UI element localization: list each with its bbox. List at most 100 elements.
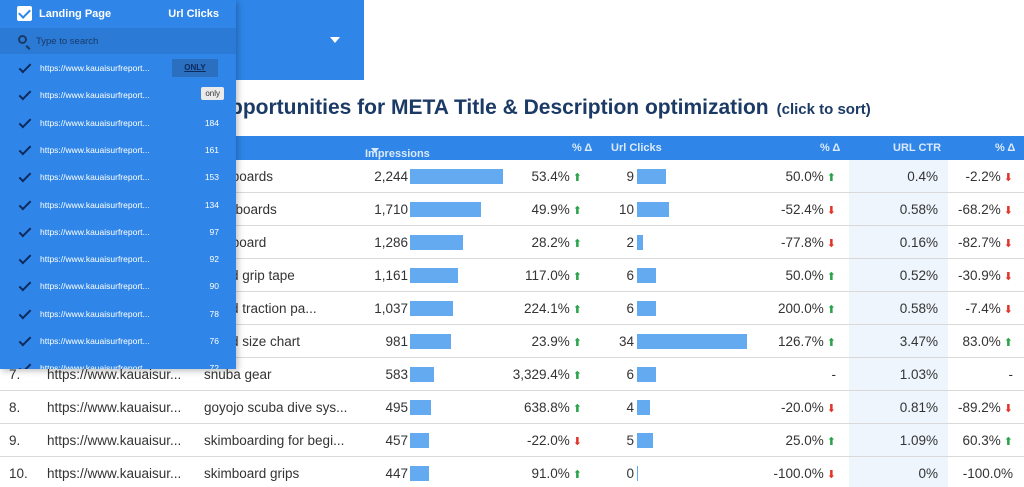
table-row[interactable]: skimboards 2,244 53.4% ⬆ 9 50.0% ⬆ 0.4% -2.2% ⬇: [0, 160, 1024, 193]
clicks-change-value: 25.0%: [785, 433, 824, 448]
dropdown-item[interactable]: https://www.kauaisurfreport... 161: [0, 137, 236, 164]
checkbox-checked-icon[interactable]: [19, 226, 31, 238]
checkbox-checked-icon[interactable]: [19, 308, 31, 320]
table-row[interactable]: skim boards 1,710 49.9% ⬆ 10 -52.4% ⬇ 0.58% -68.…: [0, 193, 1024, 226]
arrow-down-icon: ⬇: [1003, 403, 1013, 415]
landing-page-url[interactable]: https://www.kauaisur...: [47, 466, 182, 481]
checkbox-checked-icon[interactable]: [19, 117, 31, 129]
dropdown-item[interactable]: https://www.kauaisurfreport... 153: [0, 164, 236, 191]
dropdown-item-url: https://www.kauaisurfreport...: [40, 117, 150, 128]
url-ctr-value: 0.52%: [899, 268, 938, 283]
report-title: pportunities for META Title & Descriptio…: [230, 96, 871, 120]
arrow-up-icon: ⬆: [826, 436, 836, 448]
clicks-change: -: [832, 367, 837, 382]
checkbox-checked-icon[interactable]: [19, 335, 31, 347]
header-pct-change-ctr[interactable]: % Δ: [995, 142, 1016, 154]
dropdown-item-url: https://www.kauaisurfreport...: [40, 90, 150, 101]
arrow-up-icon: ⬆: [572, 172, 582, 184]
ctr-change-value: -89.2%: [958, 400, 1001, 415]
table-row[interactable]: 9. https://www.kauaisur... skimboarding fo…: [0, 424, 1024, 457]
dropdown-item[interactable]: https://www.kauaisurfreport... only: [0, 82, 236, 109]
row-number: 10.: [9, 466, 28, 481]
table-row[interactable]: 8. https://www.kauaisur... goyojo scuba di…: [0, 391, 1024, 424]
table-row[interactable]: 7. https://www.kauaisur... snuba gear 583 3,…: [0, 358, 1024, 391]
dropdown-item[interactable]: https://www.kauaisurfreport... 92: [0, 246, 236, 273]
landing-page-url[interactable]: https://www.kauaisur...: [47, 400, 182, 415]
dropdown-item[interactable]: https://www.kauaisurfreport... 72: [0, 355, 236, 369]
impressions-change: 91.0% ⬆: [532, 466, 583, 481]
table-row[interactable]: 10. https://www.kauaisur... skimboard grip…: [0, 457, 1024, 487]
checkbox-checked-icon[interactable]: [19, 362, 31, 369]
landing-page-url[interactable]: https://www.kauaisur...: [47, 367, 182, 382]
arrow-up-icon: ⬆: [826, 337, 836, 349]
clicks-change-value: -20.0%: [781, 400, 824, 415]
ctr-change: -2.2% ⬇: [966, 169, 1014, 184]
impressions-change-value: 224.1%: [523, 301, 570, 316]
header-pct-change-impressions[interactable]: % Δ: [572, 142, 593, 154]
search-query: skimboard grips: [204, 466, 300, 481]
header-pct-change-clicks[interactable]: % Δ: [820, 142, 841, 154]
row-number: 7.: [9, 367, 21, 382]
row-number: 8.: [9, 400, 21, 415]
checkbox-checked-icon[interactable]: [19, 199, 31, 211]
checkbox-checked-icon[interactable]: [19, 253, 31, 265]
ctr-change: -100.0%: [963, 466, 1013, 481]
checkbox-checked-icon[interactable]: [19, 89, 31, 101]
checkbox-checked-icon[interactable]: [19, 144, 31, 156]
dropdown-item[interactable]: https://www.kauaisurfreport... ONLY: [0, 55, 236, 82]
landing-page-dropdown[interactable]: Landing Page Url Clicks https://www.kaua…: [0, 0, 236, 369]
sort-desc-icon: [371, 148, 379, 153]
dropdown-item-clicks: 184: [204, 117, 219, 128]
clicks-change: -20.0% ⬇: [781, 400, 836, 415]
clicks-change: -52.4% ⬇: [781, 202, 836, 217]
checkbox-checked-icon[interactable]: [19, 171, 31, 183]
only-button[interactable]: ONLY: [172, 59, 218, 77]
dropdown-item[interactable]: https://www.kauaisurfreport... 78: [0, 301, 236, 328]
impressions-change-value: 91.0%: [531, 466, 570, 481]
dropdown-item-clicks: 134: [204, 199, 219, 210]
ctr-change-value: 60.3%: [962, 433, 1001, 448]
ctr-change: 60.3% ⬆: [963, 433, 1014, 448]
dropdown-item[interactable]: https://www.kauaisurfreport... 90: [0, 273, 236, 300]
url-clicks-value: 10: [618, 202, 634, 217]
impressions-change-value: 638.8%: [523, 400, 570, 415]
url-clicks-bar: [637, 466, 638, 481]
impressions-change-value: -22.0%: [527, 433, 570, 448]
dropdown-item[interactable]: https://www.kauaisurfreport... 134: [0, 192, 236, 219]
impressions-bar: [410, 400, 431, 415]
impressions-change-value: 3,329.4%: [512, 367, 570, 382]
arrow-up-icon: ⬆: [826, 172, 836, 184]
impressions-value: 1,710: [374, 202, 408, 217]
impressions-value: 1,161: [374, 268, 408, 283]
dropdown-search: [0, 28, 236, 54]
header-url-ctr[interactable]: URL CTR: [893, 142, 942, 154]
impressions-change-value: 23.9%: [531, 334, 570, 349]
arrow-up-icon: ⬆: [572, 304, 582, 316]
impressions-value: 2,244: [374, 169, 408, 184]
landing-page-url[interactable]: https://www.kauaisur...: [47, 433, 182, 448]
ctr-change-value: -100.0%: [962, 466, 1013, 481]
dropdown-metric-label: Url Clicks: [168, 8, 219, 20]
arrow-up-icon: ⬆: [572, 271, 582, 283]
dropdown-item[interactable]: https://www.kauaisurfreport... 97: [0, 219, 236, 246]
row-number: 9.: [9, 433, 21, 448]
clicks-change: -77.8% ⬇: [781, 235, 836, 250]
arrow-down-icon: ⬇: [1003, 205, 1013, 217]
impressions-bar: [410, 169, 503, 184]
arrow-up-icon: ⬆: [572, 403, 582, 415]
impressions-change-value: 28.2%: [531, 235, 570, 250]
ctr-change-value: -7.4%: [965, 301, 1001, 316]
ctr-change: -68.2% ⬇: [958, 202, 1013, 217]
dropdown-item[interactable]: https://www.kauaisurfreport... 184: [0, 110, 236, 137]
dropdown-item[interactable]: https://www.kauaisurfreport... 76: [0, 328, 236, 355]
url-clicks-bar: [637, 268, 656, 283]
checkbox-checked-icon[interactable]: [19, 62, 31, 74]
impressions-value: 1,037: [374, 301, 408, 316]
select-all-checkbox[interactable]: [17, 6, 32, 21]
header-url-clicks[interactable]: Url Clicks: [611, 142, 662, 154]
checkbox-checked-icon[interactable]: [19, 280, 31, 292]
arrow-up-icon: ⬆: [826, 304, 836, 316]
chevron-down-icon[interactable]: [330, 37, 340, 43]
search-input[interactable]: [36, 32, 226, 50]
